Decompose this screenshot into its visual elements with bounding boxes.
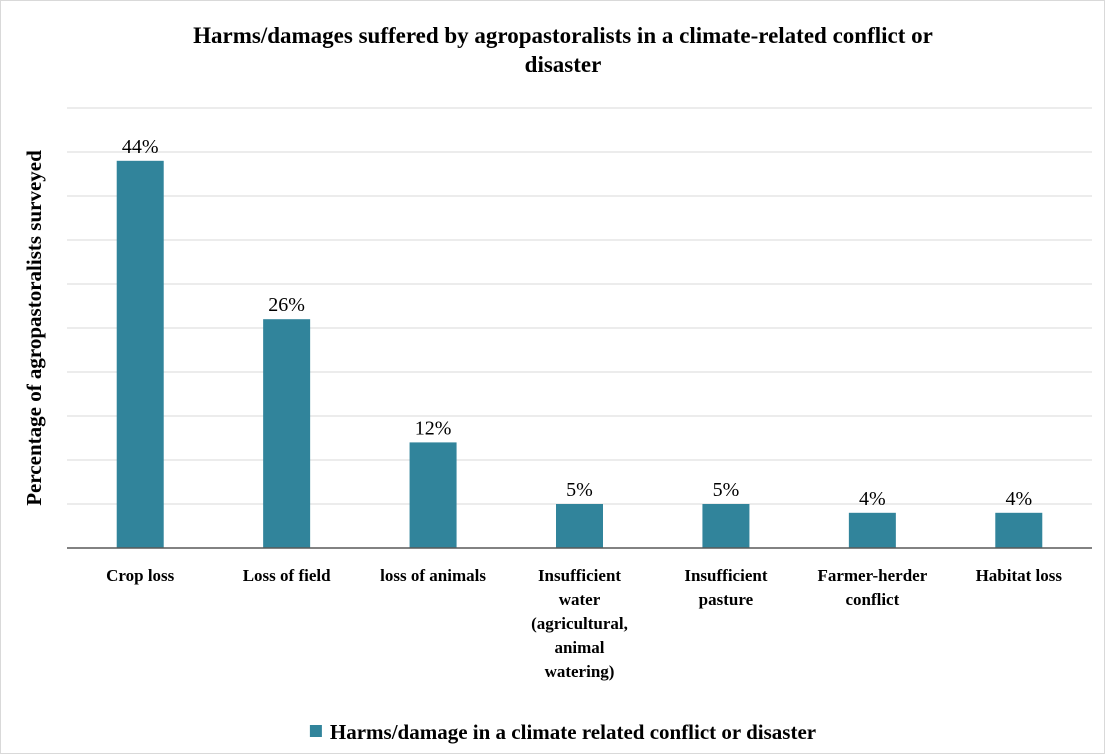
legend-swatch — [309, 725, 322, 737]
category-label: Loss of field — [243, 566, 331, 585]
bars — [116, 160, 1043, 549]
x-axis: Crop loss Loss of field loss of animals Ins… — [67, 547, 1092, 681]
category-label: Farmer-herder conflict — [817, 566, 927, 609]
data-label: 26% — [268, 294, 305, 316]
y-axis-label: Percentage of agropastoralists surveyed — [22, 150, 46, 506]
data-labels: 44% 26% 12% 5% 5% 4% 4% — [122, 136, 1032, 510]
bar — [995, 512, 1043, 548]
data-label: 12% — [415, 417, 452, 439]
bar — [848, 512, 896, 548]
data-label: 4% — [859, 488, 886, 510]
category-label: loss of animals — [380, 566, 486, 585]
legend: Harms/damage in a climate related confli… — [309, 720, 816, 744]
bar — [263, 319, 311, 548]
data-label: 44% — [122, 136, 159, 158]
data-label: 4% — [1005, 488, 1032, 510]
bar — [116, 160, 164, 549]
data-label: 5% — [713, 479, 740, 501]
category-label: Crop loss — [106, 566, 175, 585]
data-label: 5% — [566, 479, 593, 501]
bar — [409, 442, 457, 548]
bar — [556, 504, 603, 548]
chart-title: Harms/damages suffered by agropastoralis… — [193, 23, 933, 77]
gridlines — [67, 107, 1092, 505]
chart-title-line: disaster — [525, 52, 602, 77]
legend-label: Harms/damage in a climate related confli… — [330, 720, 816, 744]
y-axis-title: Percentage of agropastoralists surveyed — [22, 150, 46, 506]
bar — [702, 504, 750, 548]
chart-title-line: Harms/damages suffered by agropastoralis… — [193, 23, 933, 48]
category-label: Habitat loss — [976, 566, 1063, 585]
category-label: Insufficient pasture — [684, 566, 767, 609]
category-label: Insufficient water (agricultural, animal wat… — [531, 566, 628, 681]
